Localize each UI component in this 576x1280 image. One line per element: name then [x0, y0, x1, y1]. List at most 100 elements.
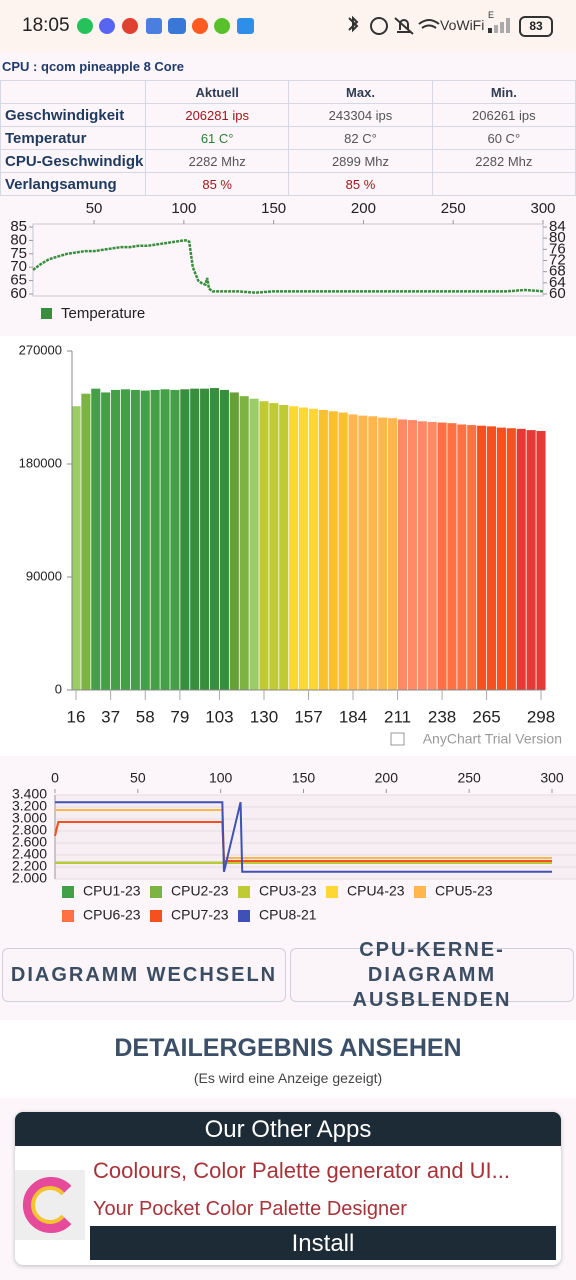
- cell: 60 C°: [431, 126, 576, 150]
- row-label: CPU-Geschwindigk: [0, 149, 146, 173]
- y2-tick-label: 84: [549, 218, 566, 235]
- detail-subtitle: (Es wird eine Anzeige gezeigt): [193, 1070, 383, 1086]
- ad-title[interactable]: Coolours, Color Palette generator and UI…: [93, 1158, 511, 1183]
- bar: [81, 393, 91, 690]
- bar: [239, 396, 249, 690]
- x-tick-label: 79: [170, 707, 189, 726]
- y2-tick-label: 64: [549, 274, 566, 291]
- bar: [496, 427, 506, 690]
- x-tick-label: 265: [472, 707, 500, 726]
- y-tick-label: 60: [10, 285, 27, 302]
- bar: [467, 425, 477, 690]
- x-tick-label: 37: [101, 707, 120, 726]
- install-button[interactable]: Install: [90, 1226, 556, 1260]
- bar: [427, 421, 437, 690]
- bar: [308, 408, 318, 690]
- row-label: Temperatur: [0, 126, 146, 150]
- bar: [140, 390, 150, 690]
- bar: [170, 389, 180, 690]
- y-tick-label: 2.200: [12, 858, 47, 874]
- cell: 2282 Mhz: [144, 149, 290, 173]
- bar: [536, 430, 546, 690]
- bar: [269, 403, 279, 690]
- y-tick-label: 70: [10, 258, 27, 275]
- ad-card[interactable]: Our Other Apps Coolours, Color Palette g…: [15, 1112, 561, 1265]
- bar: [150, 389, 160, 690]
- detail-title[interactable]: DETAILERGEBNIS ANSEHEN: [114, 1034, 462, 1062]
- x-tick-label: 300: [530, 200, 555, 217]
- notification-icons: [77, 18, 254, 34]
- bar: [299, 407, 309, 690]
- result-table: Aktuell Max. Min. Geschwindigkeit 206281 ip…: [0, 80, 576, 196]
- cell: 2899 Mhz: [288, 149, 433, 173]
- x-tick-label: 58: [136, 707, 155, 726]
- bar: [348, 414, 358, 690]
- legend-label: CPU4-23: [347, 883, 405, 899]
- watermark: AnyChart Trial Version: [423, 731, 562, 747]
- header-cell: Min.: [431, 80, 576, 104]
- bar: [111, 389, 121, 690]
- bar: [338, 412, 348, 690]
- cell: 243304 ips: [288, 103, 433, 127]
- y-tick-label: 3.000: [12, 810, 47, 826]
- x-tick-label: 50: [86, 200, 103, 217]
- row-label: Geschwindigkeit: [0, 103, 146, 127]
- hide-cores-button[interactable]: CPU-KERNE-DIAGRAMM AUSBLENDEN: [290, 939, 574, 1011]
- switch-chart-button[interactable]: DIAGRAMM WECHSELN: [2, 948, 286, 1002]
- x-tick-label: 103: [205, 707, 233, 726]
- bar: [506, 428, 516, 690]
- legend-label: CPU6-23: [83, 907, 141, 923]
- cell: 206281 ips: [144, 103, 290, 127]
- x-tick-label: 200: [375, 770, 399, 786]
- score-chart: 0 90000 180000 270000 16 37 58 79 103 130 157 184 21…: [0, 336, 576, 756]
- y2-tick-label: 72: [549, 251, 566, 268]
- app-icon[interactable]: [15, 1170, 85, 1240]
- cell: [431, 172, 576, 196]
- cpu-chart: 2.0002.2002.4002.6002.8003.0003.2003.400…: [12, 770, 576, 923]
- cell: 2282 Mhz: [431, 149, 576, 173]
- y-tick-label: 180000: [19, 455, 62, 470]
- legend-swatch: [150, 886, 162, 898]
- bar: [378, 417, 388, 690]
- y-tick-label: 3.400: [12, 786, 47, 802]
- cell: 206261 ips: [431, 103, 576, 127]
- x-tick-label: 150: [292, 770, 316, 786]
- cell: 82 C°: [288, 126, 433, 150]
- bar: [457, 424, 467, 690]
- x-tick-label: 211: [384, 707, 411, 726]
- header-cell: Aktuell: [144, 80, 290, 104]
- bar: [200, 388, 210, 690]
- x-tick-label: 150: [261, 200, 286, 217]
- cpu-line: [55, 801, 552, 873]
- network-label: VoWiFi: [440, 17, 485, 33]
- detail-section[interactable]: DETAILERGEBNIS ANSEHEN (Es wird eine Anz…: [0, 1020, 576, 1098]
- legend-swatch: [326, 886, 338, 898]
- x-tick-label: 50: [130, 770, 146, 786]
- bar: [209, 388, 220, 690]
- y-tick-label: 2.400: [12, 846, 47, 862]
- x-tick-label: 298: [527, 707, 555, 726]
- y2-tick-label: 60: [549, 285, 566, 302]
- clock: 18:05: [22, 15, 70, 36]
- y-tick-label: 2.000: [12, 870, 47, 886]
- bar: [516, 428, 526, 690]
- bar: [259, 401, 269, 690]
- legend-label: CPU1-23: [83, 883, 141, 899]
- x-tick-label: 238: [428, 707, 456, 726]
- y-tick-label: 85: [10, 218, 27, 235]
- bar: [229, 392, 239, 690]
- bar: [388, 418, 398, 690]
- y-tick-label: 75: [10, 245, 27, 262]
- y-tick-label: 2.600: [12, 834, 47, 850]
- signal-icon: [488, 18, 510, 33]
- bar: [397, 419, 408, 690]
- legend-label: CPU8-21: [259, 907, 317, 923]
- bar: [279, 404, 289, 690]
- legend-label: CPU3-23: [259, 883, 317, 899]
- bar: [358, 415, 368, 690]
- bar: [328, 411, 338, 690]
- legend-swatch: [62, 886, 74, 898]
- y-tick-label: 0: [55, 681, 62, 696]
- cell: 85 %: [288, 172, 433, 196]
- x-tick-label: 250: [457, 770, 481, 786]
